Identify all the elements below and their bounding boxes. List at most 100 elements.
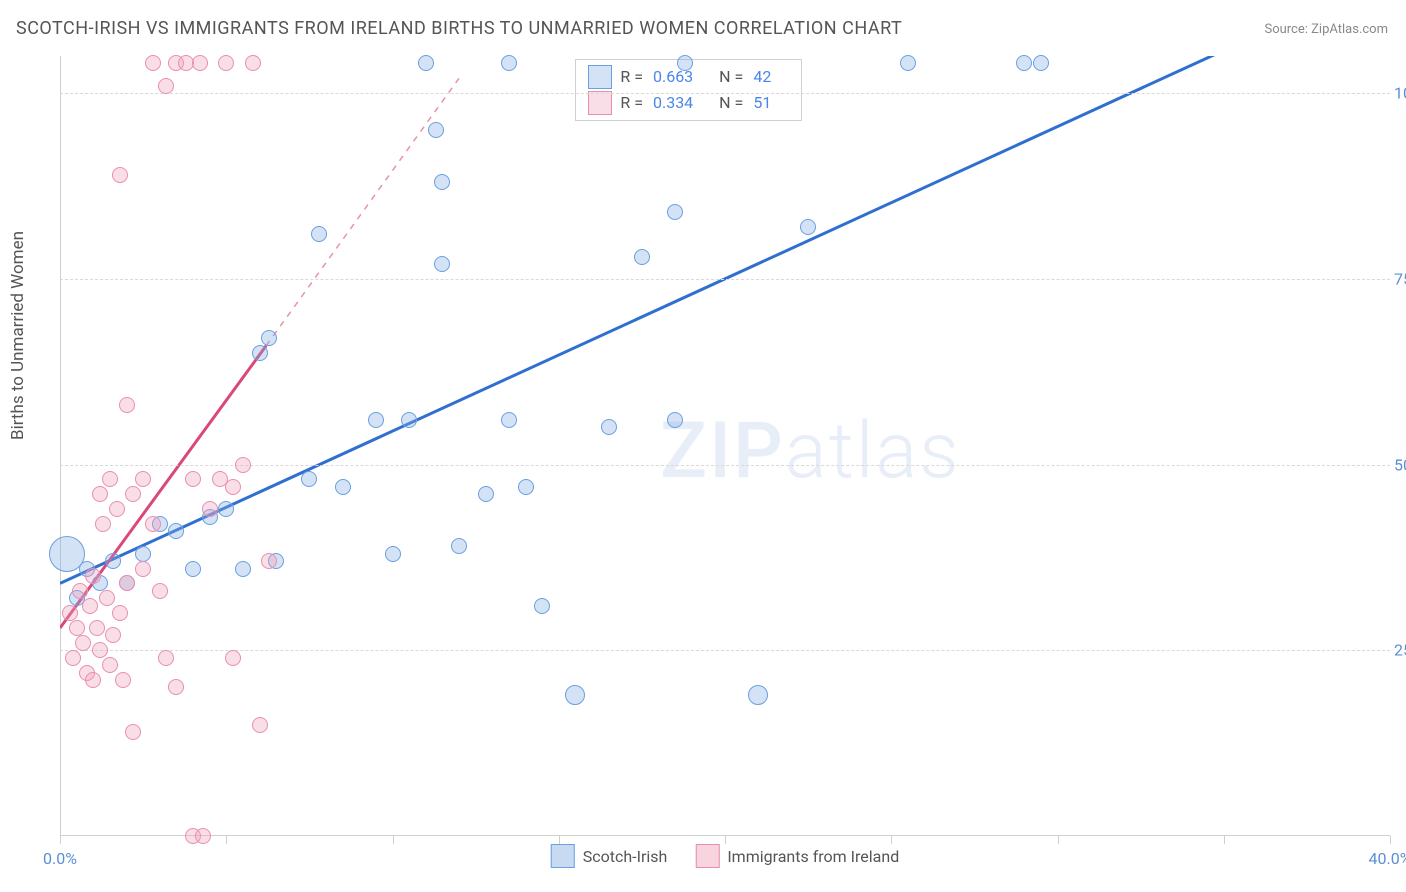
data-point — [115, 672, 131, 688]
data-point — [105, 553, 121, 569]
data-point — [401, 412, 417, 428]
data-point — [501, 412, 517, 428]
data-point — [168, 679, 184, 695]
watermark: ZIPatlas — [660, 406, 961, 497]
data-point — [105, 627, 121, 643]
data-point — [75, 635, 91, 651]
series-legend: Scotch-Irish Immigrants from Ireland — [551, 844, 900, 868]
legend-swatch — [588, 65, 612, 89]
x-tick-label: 0.0% — [43, 849, 77, 868]
y-axis — [60, 56, 61, 836]
data-point — [192, 55, 208, 71]
data-point — [434, 256, 450, 272]
x-tick — [226, 836, 227, 844]
data-point — [85, 568, 101, 584]
data-point — [1033, 55, 1049, 71]
data-point — [235, 561, 251, 577]
data-point — [125, 724, 141, 740]
data-point — [235, 457, 251, 473]
data-point — [195, 828, 211, 844]
data-point — [62, 605, 78, 621]
y-tick-label: 50.0% — [1394, 455, 1406, 474]
data-point — [135, 546, 151, 562]
source-label: Source: ZipAtlas.com — [1264, 22, 1388, 37]
data-point — [65, 650, 81, 666]
data-point — [428, 122, 444, 138]
data-point — [119, 397, 135, 413]
data-point — [72, 583, 88, 599]
data-point — [145, 516, 161, 532]
data-point — [218, 501, 234, 517]
data-point — [112, 167, 128, 183]
data-point — [478, 486, 494, 502]
data-point — [677, 55, 693, 71]
x-tick — [393, 836, 394, 844]
data-point — [518, 479, 534, 495]
scatter-plot: ZIPatlas R =0.663N =42R =0.334N =51 Scot… — [60, 56, 1390, 836]
x-tick-label: 40.0% — [1369, 849, 1406, 868]
x-tick — [1058, 836, 1059, 844]
data-point — [102, 657, 118, 673]
legend-label: Scotch-Irish — [583, 847, 668, 866]
data-point — [418, 55, 434, 71]
data-point — [900, 55, 916, 71]
data-point — [748, 685, 768, 705]
data-point — [451, 538, 467, 554]
x-tick — [60, 836, 61, 844]
y-tick-label: 100.0% — [1394, 84, 1406, 103]
legend-swatch — [588, 91, 612, 115]
data-point — [385, 546, 401, 562]
data-point — [145, 55, 161, 71]
x-tick — [1390, 836, 1391, 844]
n-label: N = — [719, 64, 743, 90]
chart-title: SCOTCH-IRISH VS IMMIGRANTS FROM IRELAND … — [16, 18, 902, 39]
n-value: 42 — [753, 64, 771, 90]
data-point — [501, 55, 517, 71]
data-point — [85, 672, 101, 688]
x-tick — [559, 836, 560, 844]
data-point — [252, 345, 268, 361]
data-point — [92, 486, 108, 502]
data-point — [434, 174, 450, 190]
data-point — [667, 412, 683, 428]
x-tick — [891, 836, 892, 844]
x-tick — [725, 836, 726, 844]
data-point — [99, 590, 115, 606]
data-point — [565, 685, 585, 705]
data-point — [82, 598, 98, 614]
data-point — [252, 717, 268, 733]
data-point — [245, 55, 261, 71]
data-point — [95, 516, 111, 532]
data-point — [202, 501, 218, 517]
data-point — [800, 219, 816, 235]
legend-swatch — [551, 844, 575, 868]
data-point — [125, 486, 141, 502]
data-point — [89, 620, 105, 636]
y-axis-label: Births to Unmarried Women — [8, 231, 28, 440]
y-tick-label: 75.0% — [1394, 269, 1406, 288]
data-point — [69, 620, 85, 636]
data-point — [261, 330, 277, 346]
legend-swatch — [695, 844, 719, 868]
data-point — [112, 605, 128, 621]
legend-label: Immigrants from Ireland — [727, 847, 899, 866]
x-tick — [1224, 836, 1225, 844]
data-point — [534, 598, 550, 614]
grid-line — [60, 650, 1390, 651]
legend-item: Scotch-Irish — [551, 844, 668, 868]
data-point — [185, 561, 201, 577]
data-point — [158, 78, 174, 94]
data-point — [225, 650, 241, 666]
data-point — [667, 204, 683, 220]
data-point — [368, 412, 384, 428]
data-point — [1016, 55, 1032, 71]
grid-line — [60, 279, 1390, 280]
data-point — [109, 501, 125, 517]
data-point — [135, 471, 151, 487]
data-point — [601, 419, 617, 435]
data-point — [135, 561, 151, 577]
data-point — [102, 471, 118, 487]
data-point — [634, 249, 650, 265]
data-point — [261, 553, 277, 569]
grid-line — [60, 465, 1390, 466]
